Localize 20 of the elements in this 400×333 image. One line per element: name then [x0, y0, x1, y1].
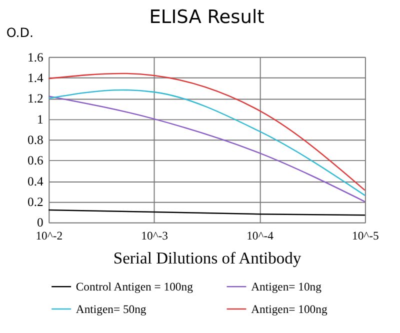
legend-label: Antigen= 10ng	[251, 280, 322, 294]
x-axis-title: Serial Dilutions of Antibody	[113, 248, 302, 268]
y-tick-label: 1.4	[27, 70, 44, 85]
y-tick-label: 1	[36, 112, 44, 126]
x-tick-label: 10^-5	[352, 229, 380, 242]
y-axis-title: O.D.	[6, 24, 34, 40]
y-tick-label: 0.8	[27, 133, 44, 148]
legend-label: Antigen= 50ng	[76, 302, 146, 316]
x-tick-label: 10^-4	[246, 229, 274, 242]
y-tick-label: 0.4	[27, 174, 44, 188]
y-tick-label: 0.2	[27, 195, 44, 210]
legend-label: Control Antigen = 100ng	[76, 280, 194, 294]
x-tick-label: 10^-3	[141, 229, 168, 242]
y-tick-label: 1.2	[27, 92, 44, 106]
y-tick-label: 0	[36, 216, 44, 230]
legend-label: Antigen= 100ng	[251, 302, 328, 316]
y-tick-label: 1.6	[27, 50, 44, 64]
chart-title: ELISA Result	[149, 6, 264, 28]
y-tick-label: 0.6	[27, 154, 44, 168]
x-tick-label: 10^-2	[36, 229, 63, 242]
